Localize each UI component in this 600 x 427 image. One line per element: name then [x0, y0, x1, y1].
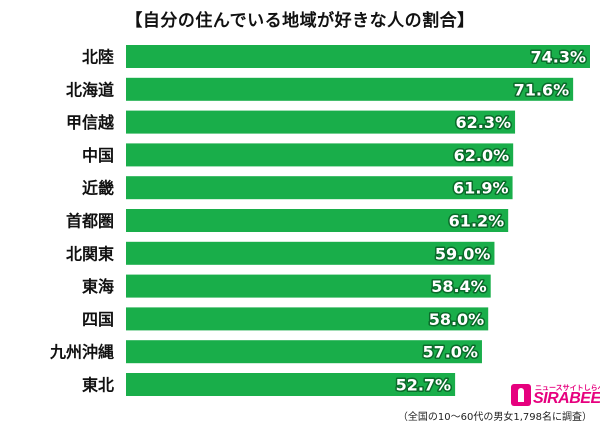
- bar-3: [126, 143, 514, 167]
- value-label: 52.7%: [396, 376, 452, 395]
- category-label: 北海道: [66, 80, 114, 99]
- category-label: 中国: [82, 146, 114, 165]
- chart-title: 【自分の住んでいる地域が好きな人の割合】: [125, 11, 475, 31]
- bar-4: [126, 176, 513, 200]
- bar-5: [126, 209, 509, 232]
- bar-6: [126, 241, 495, 265]
- value-label: 57.0%: [422, 343, 478, 362]
- category-label: 北関東: [66, 244, 114, 263]
- category-label: 東北: [82, 376, 114, 395]
- category-label: 甲信越: [66, 113, 115, 132]
- value-label: 58.4%: [431, 277, 487, 296]
- bar-9: [126, 340, 482, 364]
- category-label: 首都圏: [66, 212, 114, 231]
- category-label: 北陸: [82, 48, 114, 67]
- category-label: 九州沖縄: [49, 343, 114, 362]
- bar-0: [126, 45, 590, 68]
- category-label: 四国: [82, 310, 114, 329]
- value-label: 61.2%: [449, 212, 505, 231]
- value-label: 61.9%: [453, 179, 509, 198]
- bar-2: [126, 110, 516, 134]
- value-label: 62.3%: [456, 113, 512, 132]
- bar-10: [126, 373, 456, 396]
- category-label: 近畿: [82, 179, 114, 198]
- logo-text: SIRABEE: [533, 390, 600, 407]
- logo-tagline: ニュースサイトしらべぇ: [535, 384, 600, 392]
- value-label: 58.0%: [429, 310, 485, 329]
- value-label: 59.0%: [435, 244, 491, 263]
- bar-8: [126, 307, 489, 331]
- logo-mark-icon: [511, 384, 531, 406]
- value-label: 62.0%: [454, 146, 510, 165]
- sirabee-logo: ニュースサイトしらべぇ SIRABEE: [511, 384, 600, 407]
- bar-7: [126, 274, 491, 298]
- value-label: 74.3%: [530, 48, 586, 67]
- value-label: 71.6%: [514, 80, 570, 99]
- labels-layer: 北陸 74.3% 北海道 71.6% 甲信越 62.3% 中国 62.0% 近畿 61.9% 首都圏…: [49, 46, 588, 396]
- category-label: 東海: [82, 277, 114, 296]
- bars-layer: [126, 45, 590, 396]
- survey-footnote: （全国の10〜60代の男女1,798名に調査）: [397, 412, 592, 423]
- bar-1: [126, 77, 574, 101]
